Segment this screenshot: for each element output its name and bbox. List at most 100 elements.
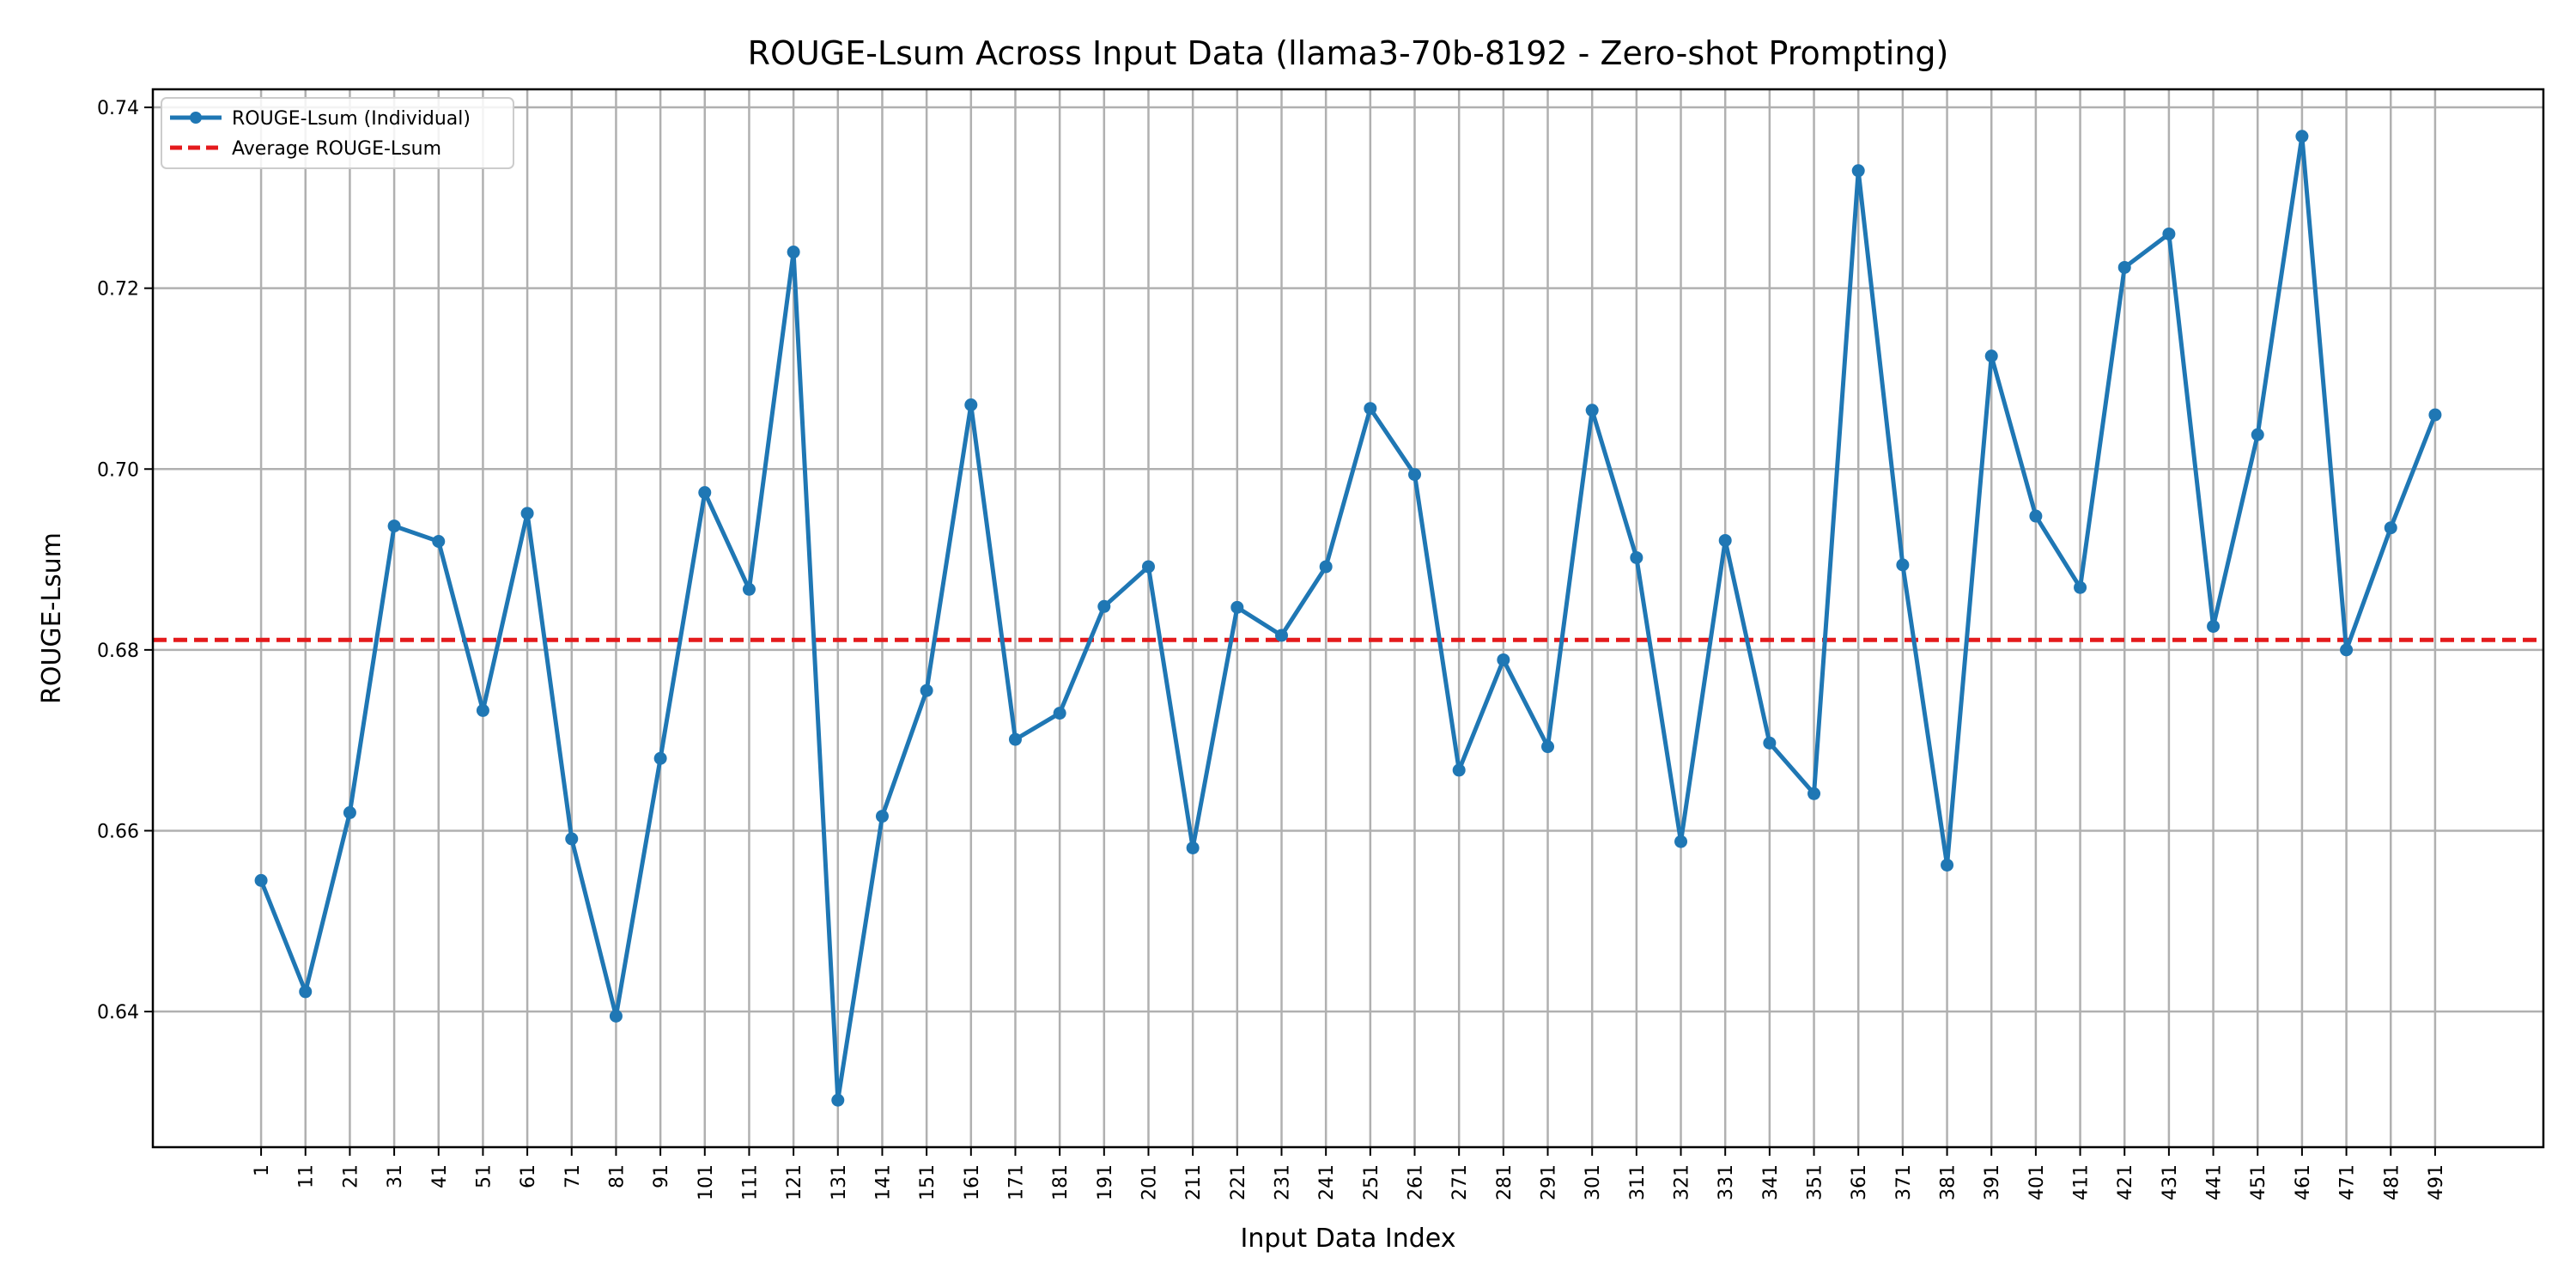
x-tick-label: 461 xyxy=(2293,1164,2314,1200)
data-point xyxy=(565,832,579,846)
data-point xyxy=(1452,763,1466,777)
x-tick-label: 301 xyxy=(1583,1164,1604,1200)
data-point xyxy=(1497,653,1510,666)
legend-box xyxy=(161,97,514,169)
data-point xyxy=(2295,130,2309,143)
x-tick-label: 71 xyxy=(562,1164,584,1188)
data-point xyxy=(2340,643,2354,657)
x-tick-label: 151 xyxy=(917,1164,939,1200)
x-tick-label: 181 xyxy=(1050,1164,1072,1200)
y-axis-ticks: 0.64 0.66 0.68 0.70 0.72 0.74 xyxy=(97,98,153,1024)
data-point xyxy=(964,398,978,411)
x-tick-label: 351 xyxy=(1805,1164,1826,1200)
x-tick-label: 401 xyxy=(2026,1164,2048,1200)
x-tick-label: 21 xyxy=(340,1164,361,1188)
x-tick-label: 111 xyxy=(739,1164,761,1200)
x-tick-label: 51 xyxy=(473,1164,495,1188)
legend: ROUGE-Lsum (Individual) Average ROUGE-Ls… xyxy=(161,97,514,169)
data-point xyxy=(1941,858,1954,872)
x-tick-label: 381 xyxy=(1938,1164,1959,1200)
data-point xyxy=(609,1009,623,1023)
legend-series-label: ROUGE-Lsum (Individual) xyxy=(232,108,471,130)
x-axis-ticks: 1 11 21 31 41 51 61 71 81 91 101 111 121 131 141 151 161… xyxy=(252,1147,2447,1200)
x-tick-label: 41 xyxy=(429,1164,451,1188)
x-tick-label: 201 xyxy=(1139,1164,1160,1200)
data-point xyxy=(1763,736,1777,750)
y-tick-label: 0.70 xyxy=(97,459,139,481)
data-point xyxy=(2428,408,2442,422)
legend-average-label: Average ROUGE-Lsum xyxy=(232,138,441,160)
x-tick-label: 131 xyxy=(829,1164,850,1200)
x-tick-label: 451 xyxy=(2248,1164,2269,1200)
x-tick-label: 331 xyxy=(1716,1164,1737,1200)
x-tick-label: 391 xyxy=(1982,1164,2003,1200)
x-tick-label: 101 xyxy=(696,1164,717,1200)
y-tick-label: 0.66 xyxy=(97,821,139,842)
data-point xyxy=(1008,732,1022,746)
data-point xyxy=(1408,468,1422,482)
x-tick-label: 251 xyxy=(1361,1164,1382,1200)
x-tick-label: 431 xyxy=(2160,1164,2181,1200)
x-tick-label: 491 xyxy=(2426,1164,2447,1200)
x-tick-label: 321 xyxy=(1672,1164,1693,1200)
data-point xyxy=(2029,509,2043,523)
y-tick-label: 0.64 xyxy=(97,1002,139,1024)
x-tick-label: 231 xyxy=(1272,1164,1293,1200)
x-tick-label: 421 xyxy=(2115,1164,2136,1200)
x-tick-label: 341 xyxy=(1760,1164,1782,1200)
data-point xyxy=(1851,164,1865,178)
data-point xyxy=(1186,841,1200,854)
x-tick-label: 281 xyxy=(1494,1164,1516,1200)
plot-frame xyxy=(151,88,2545,1149)
x-tick-label: 311 xyxy=(1627,1164,1649,1200)
x-tick-label: 241 xyxy=(1316,1164,1338,1200)
data-point xyxy=(1053,707,1066,720)
data-point xyxy=(432,534,446,548)
data-point xyxy=(1364,402,1377,416)
data-point xyxy=(254,873,268,887)
y-tick-label: 0.74 xyxy=(97,98,139,119)
data-point xyxy=(875,810,889,823)
data-point xyxy=(2117,260,2131,274)
data-point xyxy=(1541,740,1555,754)
data-point xyxy=(1230,600,1244,614)
data-point xyxy=(2384,521,2397,535)
x-tick-label: 171 xyxy=(1005,1164,1027,1200)
data-point xyxy=(1585,404,1599,417)
x-tick-label: 1 xyxy=(252,1164,273,1176)
data-point xyxy=(920,683,933,697)
data-point xyxy=(1718,533,1732,547)
legend-series-marker xyxy=(190,112,202,124)
series-line xyxy=(258,134,2438,1103)
x-tick-label: 211 xyxy=(1183,1164,1205,1200)
x-tick-label: 221 xyxy=(1228,1164,1249,1200)
data-point xyxy=(653,751,667,765)
data-point xyxy=(1896,558,1910,572)
data-point xyxy=(1674,835,1688,848)
data-point xyxy=(387,519,401,533)
x-tick-label: 371 xyxy=(1893,1164,1915,1200)
data-point xyxy=(1141,560,1155,574)
x-tick-label: 91 xyxy=(651,1164,672,1188)
y-axis-label: ROUGE-Lsum xyxy=(37,532,67,704)
chart-title: ROUGE-Lsum Across Input Data (llama3-70b… xyxy=(748,34,1949,72)
x-tick-label: 191 xyxy=(1095,1164,1116,1200)
data-point xyxy=(698,486,712,500)
data-point xyxy=(343,805,356,819)
data-point xyxy=(742,582,756,596)
x-tick-label: 291 xyxy=(1539,1164,1560,1200)
x-tick-label: 361 xyxy=(1849,1164,1870,1200)
x-tick-label: 11 xyxy=(296,1164,318,1188)
data-point xyxy=(520,507,534,520)
data-point xyxy=(1319,560,1333,574)
data-point xyxy=(476,703,489,717)
x-tick-label: 261 xyxy=(1406,1164,1427,1200)
data-point xyxy=(1274,629,1288,642)
series-layer xyxy=(254,130,2442,1107)
grid-lines xyxy=(153,89,2543,1147)
data-point xyxy=(2251,428,2264,441)
data-point xyxy=(1630,550,1643,564)
x-tick-label: 161 xyxy=(962,1164,983,1200)
